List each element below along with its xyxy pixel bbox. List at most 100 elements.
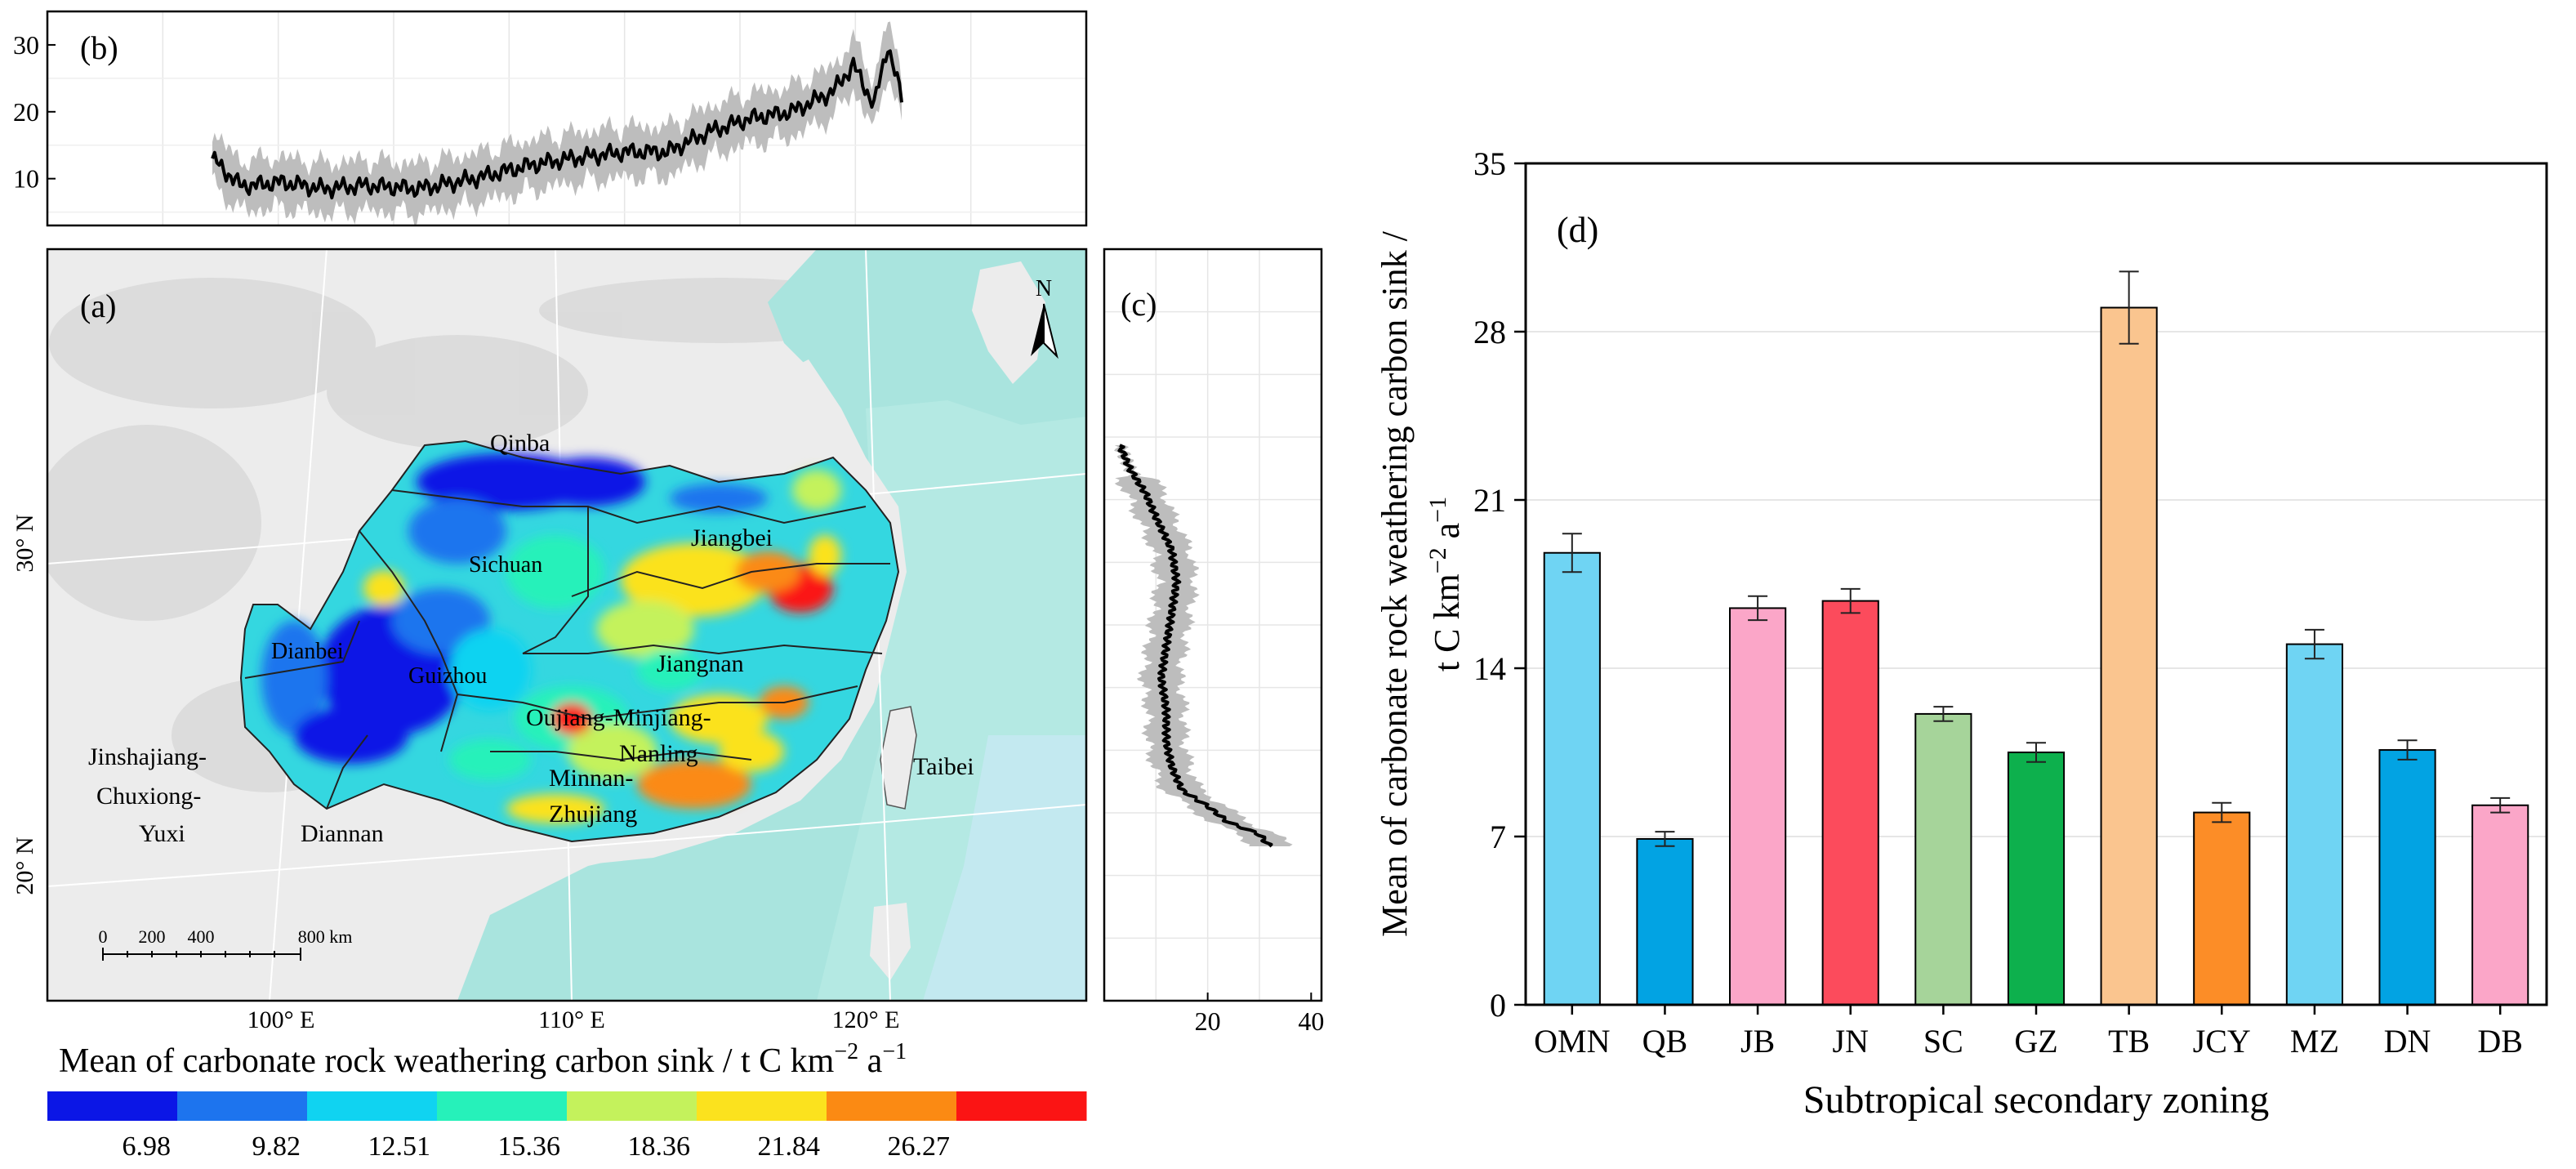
bar-jb [1729, 607, 1787, 1006]
x-tick-label-jcy: JCY [2193, 1023, 2251, 1060]
region-label-guizhou: Guizhou [408, 663, 487, 689]
panel-b-y-tick-label: 10 [13, 164, 39, 194]
panel-c: 20 40 (c) [1103, 248, 1324, 1036]
panel-c-mean-line [1117, 444, 1273, 848]
ylabel-line2-exp2: −1 [1424, 497, 1451, 523]
scale-tick-400: 400 [188, 926, 215, 947]
bar-db [2471, 804, 2529, 1006]
lon-label-110e: 110° E [538, 1006, 605, 1033]
lat-label-30n: 30° N [11, 514, 38, 572]
legend-swatch [697, 1091, 827, 1121]
region-label-dianbei: Dianbei [271, 639, 344, 664]
ylabel-line2-main: t C km [1427, 573, 1467, 672]
scale-bar: 0 200 400 800 km [99, 926, 353, 961]
legend-break-label: 18.36 [628, 1131, 691, 1162]
region-label-chuxiong: Chuxiong- [96, 783, 201, 810]
x-tick-label-sc: SC [1923, 1023, 1963, 1060]
y-tick-label: 21 [1473, 482, 1506, 519]
panel-d-bars [1543, 270, 2529, 1006]
bar-sc [1914, 712, 1972, 1006]
legend-swatch [437, 1091, 568, 1121]
region-label-jiangnan: Jiangnan [657, 650, 744, 677]
legend-break-label: 26.27 [888, 1131, 951, 1162]
raster-blobs [261, 453, 841, 823]
error-bar-gz [2026, 742, 2046, 763]
bar-mz [2285, 643, 2343, 1006]
panel-d-gridlines [1526, 331, 2547, 837]
legend-swatch [177, 1091, 308, 1121]
panel-c-frame [1103, 248, 1323, 1002]
region-label-yuxi: Yuxi [139, 820, 185, 847]
region-labels: Qinba Jiangbei Sichuan Dianbei Guizhou J… [88, 430, 974, 847]
legend-title-exp2: −1 [882, 1039, 907, 1064]
legend-swatch [307, 1091, 438, 1121]
bar-dn [2378, 749, 2436, 1006]
panel-d-y-axis-title-line1: Mean of carbonate rock weathering carbon… [1375, 230, 1415, 937]
scale-tick-200: 200 [139, 926, 166, 947]
lon-label-120e: 120° E [832, 1006, 900, 1033]
graticule-20n [47, 804, 1086, 887]
carbon-sink-raster [241, 441, 898, 841]
panel-c-grid [1104, 249, 1321, 1001]
panel-b: 10 20 30 (b) [13, 10, 1088, 227]
panel-b-frame [46, 10, 1088, 227]
error-bar-mz [2304, 628, 2324, 660]
north-arrow: N [1031, 276, 1058, 359]
x-tick-label-dn: DN [2384, 1023, 2431, 1060]
x-tick-label-mz: MZ [2290, 1023, 2339, 1060]
panel-a-frame [46, 248, 1088, 1002]
region-label-taibei: Taibei [913, 753, 974, 780]
legend-title-main: Mean of carbonate rock weathering carbon… [59, 1042, 835, 1080]
region-label-nanling: Nanling [619, 740, 698, 767]
legend-break-label: 21.84 [758, 1131, 821, 1162]
region-label-sichuan: Sichuan [469, 552, 542, 578]
x-tick-label-jb: JB [1740, 1023, 1775, 1060]
panel-b-y-tick-label: 30 [13, 30, 39, 60]
error-bar-jcy [2212, 801, 2232, 823]
sea-deep-tint [923, 735, 1086, 1001]
x-tick-label-qb: QB [1642, 1023, 1688, 1060]
legend-break-label: 9.82 [252, 1131, 301, 1162]
panel-c-label: (c) [1121, 286, 1157, 323]
north-arrow-label: N [1036, 276, 1052, 301]
bar-jcy [2193, 811, 2251, 1006]
panel-d-y-axis-title-line2: t C km−2 a−1 [1424, 497, 1467, 672]
panel-b-background [47, 11, 1086, 225]
error-bar-qb [1655, 831, 1675, 847]
y-tick-label: 35 [1473, 145, 1506, 182]
panel-c-x-tick-label: 40 [1298, 1006, 1324, 1036]
lat-label-20n: 20° N [11, 837, 38, 895]
y-tick-label: 0 [1490, 987, 1506, 1024]
region-label-jinshajiang: Jinshajiang- [88, 743, 207, 770]
bar-omn [1543, 551, 1601, 1006]
error-bar-tb [2119, 270, 2139, 345]
error-bar-jn [1840, 587, 1861, 614]
error-bar-jb [1748, 595, 1768, 622]
legend-swatch [567, 1091, 697, 1121]
panel-c-x-axis: 20 40 [1195, 993, 1324, 1036]
legend-title-mid: a [858, 1042, 883, 1080]
panel-b-y-axis: 10 20 30 [13, 30, 56, 194]
region-label-diannan: Diannan [301, 820, 384, 847]
panel-d-label: (d) [1557, 210, 1598, 250]
bar-qb [1636, 837, 1694, 1006]
panel-c-x-tick-label: 20 [1195, 1006, 1221, 1036]
legend-swatch [827, 1091, 957, 1121]
region-label-zhujiang: Zhujiang [549, 801, 637, 828]
panel-d-y-axis: 0 7 14 21 28 35 [1473, 145, 1526, 1024]
scale-tick-0: 0 [99, 926, 108, 947]
x-tick-label-tb: TB [2108, 1023, 2150, 1060]
panel-b-label: (b) [80, 29, 118, 66]
bar-tb [2100, 306, 2158, 1006]
y-tick-label: 14 [1473, 650, 1506, 687]
legend-break-label: 15.36 [498, 1131, 561, 1162]
taiwan-island [880, 706, 917, 810]
error-bar-omn [1562, 533, 1582, 573]
scale-tick-800: 800 km [298, 926, 353, 947]
ylabel-line2-mid: a [1427, 523, 1467, 548]
region-boundaries [239, 439, 900, 843]
legend-colorbar [47, 1091, 1087, 1121]
region-label-oujiang-minjiang: Oujiang-Minjiang- [526, 704, 711, 731]
